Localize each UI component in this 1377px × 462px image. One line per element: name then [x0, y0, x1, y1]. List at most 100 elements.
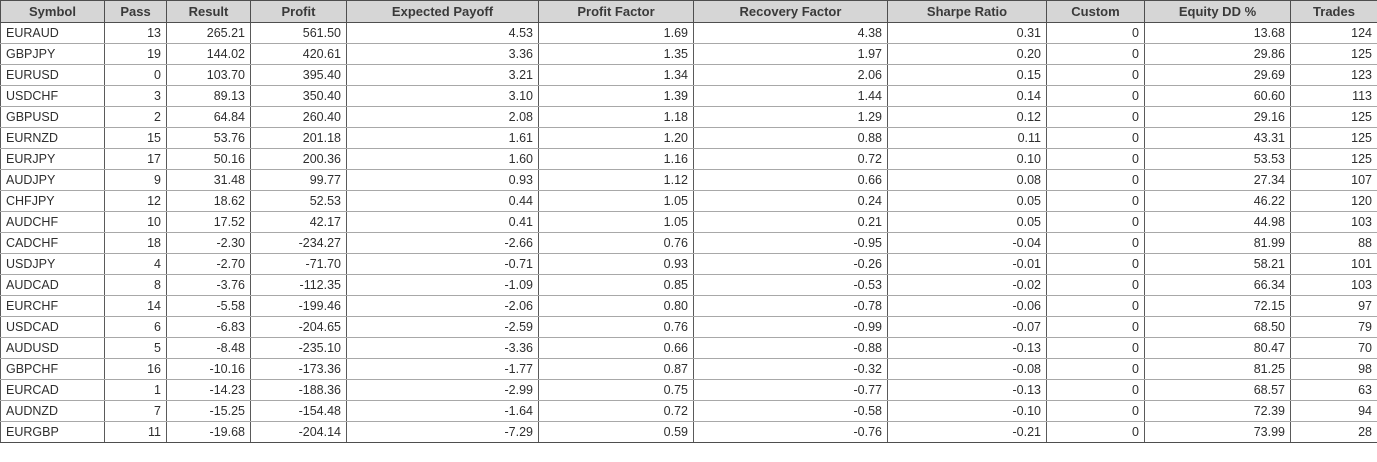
- header-row: Symbol Pass Result Profit Expected Payoff Pro…: [0, 0, 1377, 23]
- cell-pass: 17: [104, 148, 167, 170]
- cell-symbol: EURGBP: [0, 421, 105, 443]
- cell-pass: 15: [104, 127, 167, 149]
- cell-symbol: EURAUD: [0, 22, 105, 44]
- table-row[interactable]: EURAUD 13 265.21 561.50 4.53 1.69 4.38 0.31 0 13.…: [0, 22, 1377, 44]
- cell-custom: 0: [1046, 43, 1145, 65]
- cell-sharpe_ratio: 0.11: [887, 127, 1047, 149]
- cell-symbol: AUDUSD: [0, 337, 105, 359]
- cell-sharpe_ratio: -0.07: [887, 316, 1047, 338]
- table-row[interactable]: USDJPY 4 -2.70 -71.70 -0.71 0.93 -0.26 -0.01 0 58…: [0, 253, 1377, 275]
- cell-profit: -204.14: [250, 421, 347, 443]
- column-header-symbol[interactable]: Symbol: [0, 0, 105, 23]
- column-header-profit_factor[interactable]: Profit Factor: [538, 0, 694, 23]
- cell-recovery_factor: -0.26: [693, 253, 888, 275]
- table-row[interactable]: EURCHF 14 -5.58 -199.46 -2.06 0.80 -0.78 -0.06 0…: [0, 295, 1377, 317]
- table-row[interactable]: EURCAD 1 -14.23 -188.36 -2.99 0.75 -0.77 -0.13 0…: [0, 379, 1377, 401]
- cell-profit_factor: 1.69: [538, 22, 694, 44]
- table-row[interactable]: AUDNZD 7 -15.25 -154.48 -1.64 0.72 -0.58 -0.10 0…: [0, 400, 1377, 422]
- cell-symbol: USDJPY: [0, 253, 105, 275]
- cell-profit_factor: 0.93: [538, 253, 694, 275]
- column-header-custom[interactable]: Custom: [1046, 0, 1145, 23]
- table-row[interactable]: EURUSD 0 103.70 395.40 3.21 1.34 2.06 0.15 0 29.6…: [0, 64, 1377, 86]
- table-row[interactable]: CADCHF 18 -2.30 -234.27 -2.66 0.76 -0.95 -0.04 0…: [0, 232, 1377, 254]
- cell-profit_factor: 0.72: [538, 400, 694, 422]
- cell-expected_payoff: -7.29: [346, 421, 539, 443]
- cell-result: 89.13: [166, 85, 251, 107]
- column-header-sharpe_ratio[interactable]: Sharpe Ratio: [887, 0, 1047, 23]
- cell-custom: 0: [1046, 337, 1145, 359]
- cell-result: -2.30: [166, 232, 251, 254]
- cell-trades: 125: [1290, 106, 1377, 128]
- cell-equity_dd_pct: 72.15: [1144, 295, 1291, 317]
- cell-profit: 420.61: [250, 43, 347, 65]
- cell-custom: 0: [1046, 148, 1145, 170]
- cell-pass: 10: [104, 211, 167, 233]
- cell-expected_payoff: 3.36: [346, 43, 539, 65]
- column-header-profit[interactable]: Profit: [250, 0, 347, 23]
- cell-sharpe_ratio: -0.13: [887, 379, 1047, 401]
- table-row[interactable]: AUDCAD 8 -3.76 -112.35 -1.09 0.85 -0.53 -0.02 0 6…: [0, 274, 1377, 296]
- cell-profit: 42.17: [250, 211, 347, 233]
- table-row[interactable]: GBPJPY 19 144.02 420.61 3.36 1.35 1.97 0.20 0 29.…: [0, 43, 1377, 65]
- cell-custom: 0: [1046, 295, 1145, 317]
- cell-equity_dd_pct: 81.25: [1144, 358, 1291, 380]
- cell-profit: -204.65: [250, 316, 347, 338]
- cell-equity_dd_pct: 27.34: [1144, 169, 1291, 191]
- cell-result: 31.48: [166, 169, 251, 191]
- table-row[interactable]: EURGBP 11 -19.68 -204.14 -7.29 0.59 -0.76 -0.21…: [0, 421, 1377, 443]
- cell-profit_factor: 0.87: [538, 358, 694, 380]
- cell-expected_payoff: 2.08: [346, 106, 539, 128]
- cell-symbol: GBPCHF: [0, 358, 105, 380]
- cell-recovery_factor: -0.76: [693, 421, 888, 443]
- table-row[interactable]: AUDJPY 9 31.48 99.77 0.93 1.12 0.66 0.08 0 27.34 1…: [0, 169, 1377, 191]
- cell-recovery_factor: -0.99: [693, 316, 888, 338]
- cell-result: 50.16: [166, 148, 251, 170]
- cell-expected_payoff: -1.64: [346, 400, 539, 422]
- cell-trades: 101: [1290, 253, 1377, 275]
- column-header-trades[interactable]: Trades: [1290, 0, 1377, 23]
- cell-equity_dd_pct: 13.68: [1144, 22, 1291, 44]
- cell-custom: 0: [1046, 379, 1145, 401]
- cell-equity_dd_pct: 29.69: [1144, 64, 1291, 86]
- cell-trades: 103: [1290, 274, 1377, 296]
- optimization-results-table: Symbol Pass Result Profit Expected Payoff Pro…: [0, 0, 1377, 443]
- cell-profit_factor: 1.05: [538, 211, 694, 233]
- column-header-pass[interactable]: Pass: [104, 0, 167, 23]
- cell-pass: 4: [104, 253, 167, 275]
- cell-pass: 14: [104, 295, 167, 317]
- cell-trades: 103: [1290, 211, 1377, 233]
- table-row[interactable]: EURJPY 17 50.16 200.36 1.60 1.16 0.72 0.10 0 53.5…: [0, 148, 1377, 170]
- cell-symbol: AUDJPY: [0, 169, 105, 191]
- table-row[interactable]: GBPCHF 16 -10.16 -173.36 -1.77 0.87 -0.32 -0.08…: [0, 358, 1377, 380]
- cell-equity_dd_pct: 53.53: [1144, 148, 1291, 170]
- column-header-result[interactable]: Result: [166, 0, 251, 23]
- table-row[interactable]: AUDCHF 10 17.52 42.17 0.41 1.05 0.21 0.05 0 44.98…: [0, 211, 1377, 233]
- cell-symbol: EURCAD: [0, 379, 105, 401]
- cell-trades: 125: [1290, 127, 1377, 149]
- cell-symbol: USDCAD: [0, 316, 105, 338]
- cell-expected_payoff: -1.09: [346, 274, 539, 296]
- cell-expected_payoff: -3.36: [346, 337, 539, 359]
- cell-recovery_factor: 0.88: [693, 127, 888, 149]
- column-header-recovery_factor[interactable]: Recovery Factor: [693, 0, 888, 23]
- cell-sharpe_ratio: 0.12: [887, 106, 1047, 128]
- cell-sharpe_ratio: 0.08: [887, 169, 1047, 191]
- cell-pass: 18: [104, 232, 167, 254]
- cell-trades: 63: [1290, 379, 1377, 401]
- cell-expected_payoff: 4.53: [346, 22, 539, 44]
- cell-recovery_factor: -0.78: [693, 295, 888, 317]
- cell-equity_dd_pct: 72.39: [1144, 400, 1291, 422]
- cell-profit: -235.10: [250, 337, 347, 359]
- column-header-expected_payoff[interactable]: Expected Payoff: [346, 0, 539, 23]
- cell-equity_dd_pct: 68.57: [1144, 379, 1291, 401]
- table-row[interactable]: CHFJPY 12 18.62 52.53 0.44 1.05 0.24 0.05 0 46.22…: [0, 190, 1377, 212]
- table-row[interactable]: AUDUSD 5 -8.48 -235.10 -3.36 0.66 -0.88 -0.13 0 8…: [0, 337, 1377, 359]
- column-header-equity_dd_pct[interactable]: Equity DD %: [1144, 0, 1291, 23]
- table-row[interactable]: GBPUSD 2 64.84 260.40 2.08 1.18 1.29 0.12 0 29.16…: [0, 106, 1377, 128]
- cell-trades: 113: [1290, 85, 1377, 107]
- cell-profit_factor: 0.76: [538, 232, 694, 254]
- table-row[interactable]: USDCHF 3 89.13 350.40 3.10 1.39 1.44 0.14 0 60.60…: [0, 85, 1377, 107]
- table-row[interactable]: USDCAD 6 -6.83 -204.65 -2.59 0.76 -0.99 -0.07 0 6…: [0, 316, 1377, 338]
- cell-expected_payoff: -2.99: [346, 379, 539, 401]
- table-row[interactable]: EURNZD 15 53.76 201.18 1.61 1.20 0.88 0.11 0 43.3…: [0, 127, 1377, 149]
